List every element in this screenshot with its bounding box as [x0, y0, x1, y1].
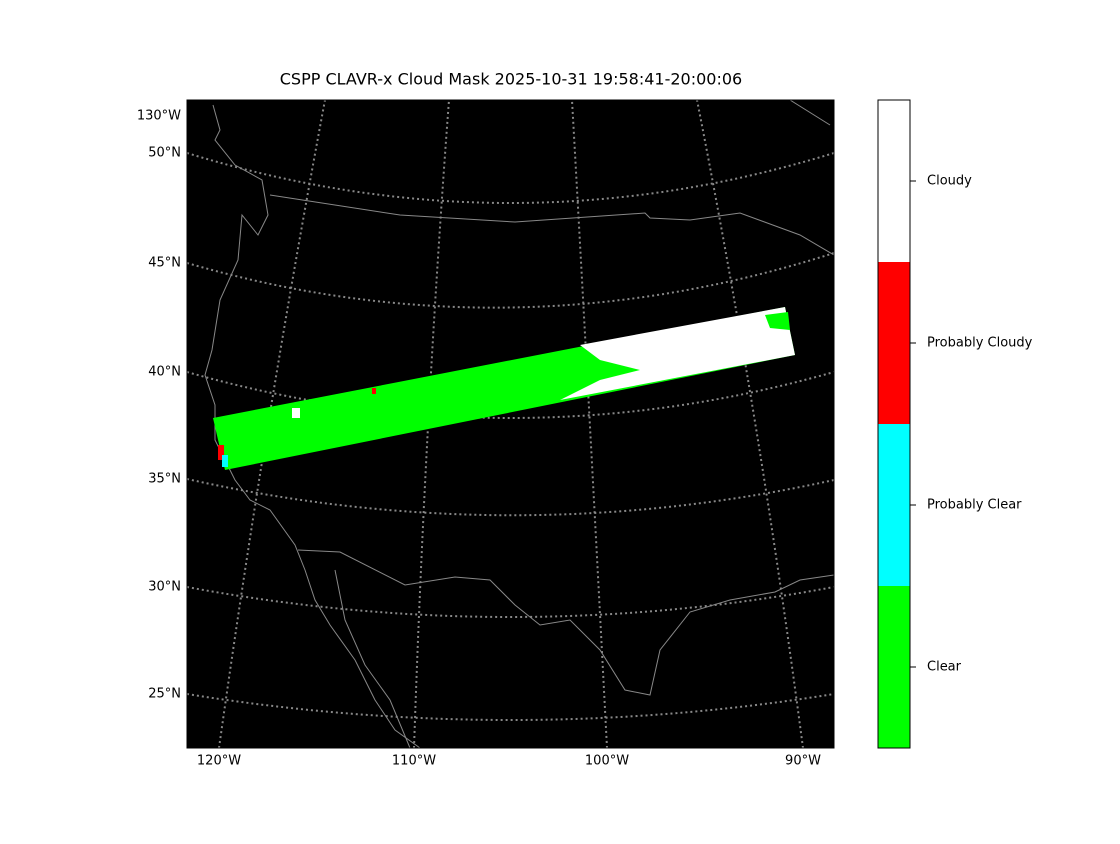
lat-label: 40°N	[148, 365, 181, 380]
lon-label: 120°W	[197, 754, 241, 769]
lon-label: 100°W	[585, 754, 629, 769]
colorbar-segment	[878, 262, 910, 424]
colorbar-segment	[878, 100, 910, 262]
lon-label: 90°W	[785, 754, 821, 769]
colorbar-segment	[878, 586, 910, 748]
colorbar-segment	[878, 424, 910, 586]
map	[186, 99, 835, 749]
lat-label: 130°W	[137, 109, 181, 124]
colorbar-label: Probably Clear	[927, 498, 1022, 513]
lon-label: 110°W	[392, 754, 436, 769]
lat-label: 35°N	[148, 472, 181, 487]
colorbar: Cloudy Probably Cloudy Probably Clear Clear	[877, 99, 1033, 749]
lat-labels: 130°W 50°N 45°N 40°N 35°N 30°N 25°N	[137, 109, 181, 702]
title: CSPP CLAVR-x Cloud Mask 2025-10-31 19:58…	[280, 70, 742, 89]
lat-label: 25°N	[148, 687, 181, 702]
colorbar-label: Clear	[927, 660, 962, 675]
colorbar-label: Cloudy	[927, 174, 972, 189]
lat-label: 45°N	[148, 256, 181, 271]
colorbar-frame	[877, 99, 911, 749]
lat-label: 50°N	[148, 146, 181, 161]
lon-labels: 120°W 110°W 100°W 90°W	[197, 754, 821, 769]
colorbar-label: Probably Cloudy	[927, 336, 1033, 351]
lat-label: 30°N	[148, 580, 181, 595]
